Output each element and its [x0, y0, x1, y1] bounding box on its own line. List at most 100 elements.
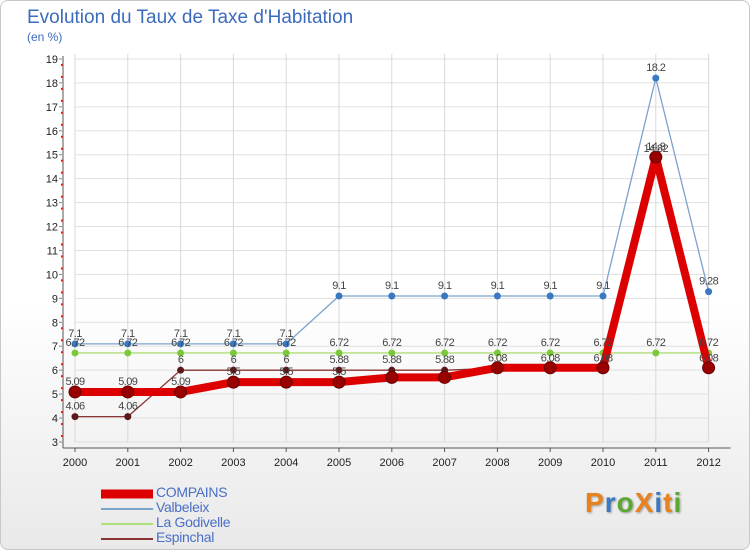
data-point: [124, 340, 132, 348]
y-tick-label: 5: [52, 389, 58, 401]
data-label: 6.72: [224, 337, 243, 349]
brand-letter: i: [654, 487, 664, 518]
data-point: [702, 361, 716, 375]
data-label: 6.08: [541, 352, 560, 364]
data-point: [705, 288, 713, 296]
data-point: [441, 292, 449, 300]
x-tick-label-2005: 2005: [327, 457, 351, 469]
data-point: [388, 292, 396, 300]
y-minor-tick: [61, 183, 63, 186]
data-label: 6.08: [593, 352, 612, 364]
y-minor-tick: [61, 219, 63, 222]
y-minor-tick: [61, 327, 63, 330]
y-minor-tick: [61, 231, 63, 234]
y-tick-label: 17: [46, 102, 58, 114]
legend-label: COMPAINS: [156, 484, 228, 500]
legend-swatch: [101, 522, 153, 525]
y-minor-tick: [61, 423, 63, 426]
y-minor-tick: [61, 339, 63, 342]
x-tick-label-2007: 2007: [432, 457, 456, 469]
data-point: [229, 366, 237, 374]
data-label: 6.72: [171, 337, 190, 349]
data-label: 14.9: [646, 141, 665, 153]
x-tick-label-2000: 2000: [63, 457, 87, 469]
y-axis-unit-label: (en %): [27, 30, 63, 44]
data-point: [174, 385, 188, 399]
y-minor-tick: [61, 75, 63, 78]
data-label: 6.72: [435, 337, 454, 349]
data-label: 5.88: [382, 354, 401, 366]
legend-label: Valbeleix: [156, 499, 210, 515]
brand-letter: o: [616, 487, 635, 518]
y-minor-tick: [61, 87, 63, 90]
y-minor-tick: [61, 171, 63, 174]
data-point: [229, 349, 237, 357]
data-point: [493, 292, 501, 300]
legend-label: Espinchal: [156, 529, 215, 545]
legend-swatch: [101, 489, 153, 498]
y-minor-tick: [61, 399, 63, 402]
y-minor-tick: [61, 363, 63, 366]
y-minor-tick: [61, 111, 63, 114]
data-label: 5.5: [227, 366, 241, 378]
data-point: [385, 370, 399, 384]
data-point: [282, 366, 290, 374]
y-minor-tick: [61, 195, 63, 198]
y-tick-label: 11: [47, 245, 58, 257]
y-minor-tick: [61, 351, 63, 354]
data-label: 6: [178, 354, 184, 366]
data-label: 6.72: [488, 337, 507, 349]
data-point: [596, 361, 610, 375]
data-label: 6.72: [65, 337, 84, 349]
y-minor-tick: [61, 207, 63, 210]
data-point: [177, 366, 185, 374]
data-point: [282, 349, 290, 357]
x-tick-label-2003: 2003: [221, 457, 245, 469]
data-label: 7.1: [279, 328, 293, 340]
x-tick-label-2006: 2006: [380, 457, 404, 469]
brand-letter: r: [604, 487, 617, 518]
data-point: [279, 375, 293, 389]
data-point: [177, 349, 185, 357]
legend-swatch: [101, 507, 153, 510]
data-label: 7.1: [227, 328, 241, 340]
data-label: 6.72: [277, 337, 296, 349]
y-minor-tick: [61, 375, 63, 378]
y-minor-tick: [61, 267, 63, 270]
brand-letter: P: [585, 487, 605, 518]
data-label: 6.72: [329, 337, 348, 349]
x-tick-label-2004: 2004: [274, 457, 298, 469]
y-minor-tick: [61, 303, 63, 306]
y-tick-label: 7: [52, 341, 58, 353]
y-minor-tick: [61, 135, 63, 138]
data-point: [490, 361, 504, 375]
y-tick-label: 9: [52, 293, 58, 305]
data-label: 7.1: [174, 328, 188, 340]
data-label: 9.1: [438, 280, 452, 292]
data-point: [226, 375, 240, 389]
y-minor-tick: [61, 411, 63, 414]
data-point: [335, 349, 343, 357]
y-minor-tick: [61, 279, 63, 282]
data-label: 5.5: [332, 366, 346, 378]
data-label: 6.72: [118, 337, 137, 349]
data-label: 5.09: [118, 376, 137, 388]
y-minor-tick: [61, 315, 63, 318]
brand-letter: X: [634, 487, 655, 518]
data-point: [71, 413, 79, 421]
y-minor-tick: [61, 123, 63, 126]
y-tick-label: 14: [46, 174, 58, 186]
y-tick-label: 19: [46, 54, 58, 66]
chart-title: Evolution du Taux de Taxe d'Habitation: [27, 7, 354, 28]
brand-logo: ProXiti: [585, 487, 682, 519]
data-point: [124, 413, 132, 421]
data-label: 5.88: [435, 354, 454, 366]
y-minor-tick: [61, 435, 63, 438]
y-tick-label: 15: [46, 150, 58, 162]
data-label: 18.2: [646, 62, 665, 74]
x-tick-label-2010: 2010: [591, 457, 615, 469]
y-tick-label: 6: [52, 365, 58, 377]
data-label: 9.1: [596, 280, 610, 292]
